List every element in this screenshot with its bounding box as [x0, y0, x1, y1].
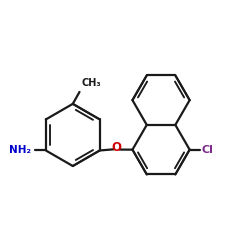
Text: NH₂: NH₂ [9, 146, 31, 156]
Text: CH₃: CH₃ [82, 78, 102, 88]
Text: O: O [111, 140, 121, 153]
Text: Cl: Cl [201, 145, 213, 155]
